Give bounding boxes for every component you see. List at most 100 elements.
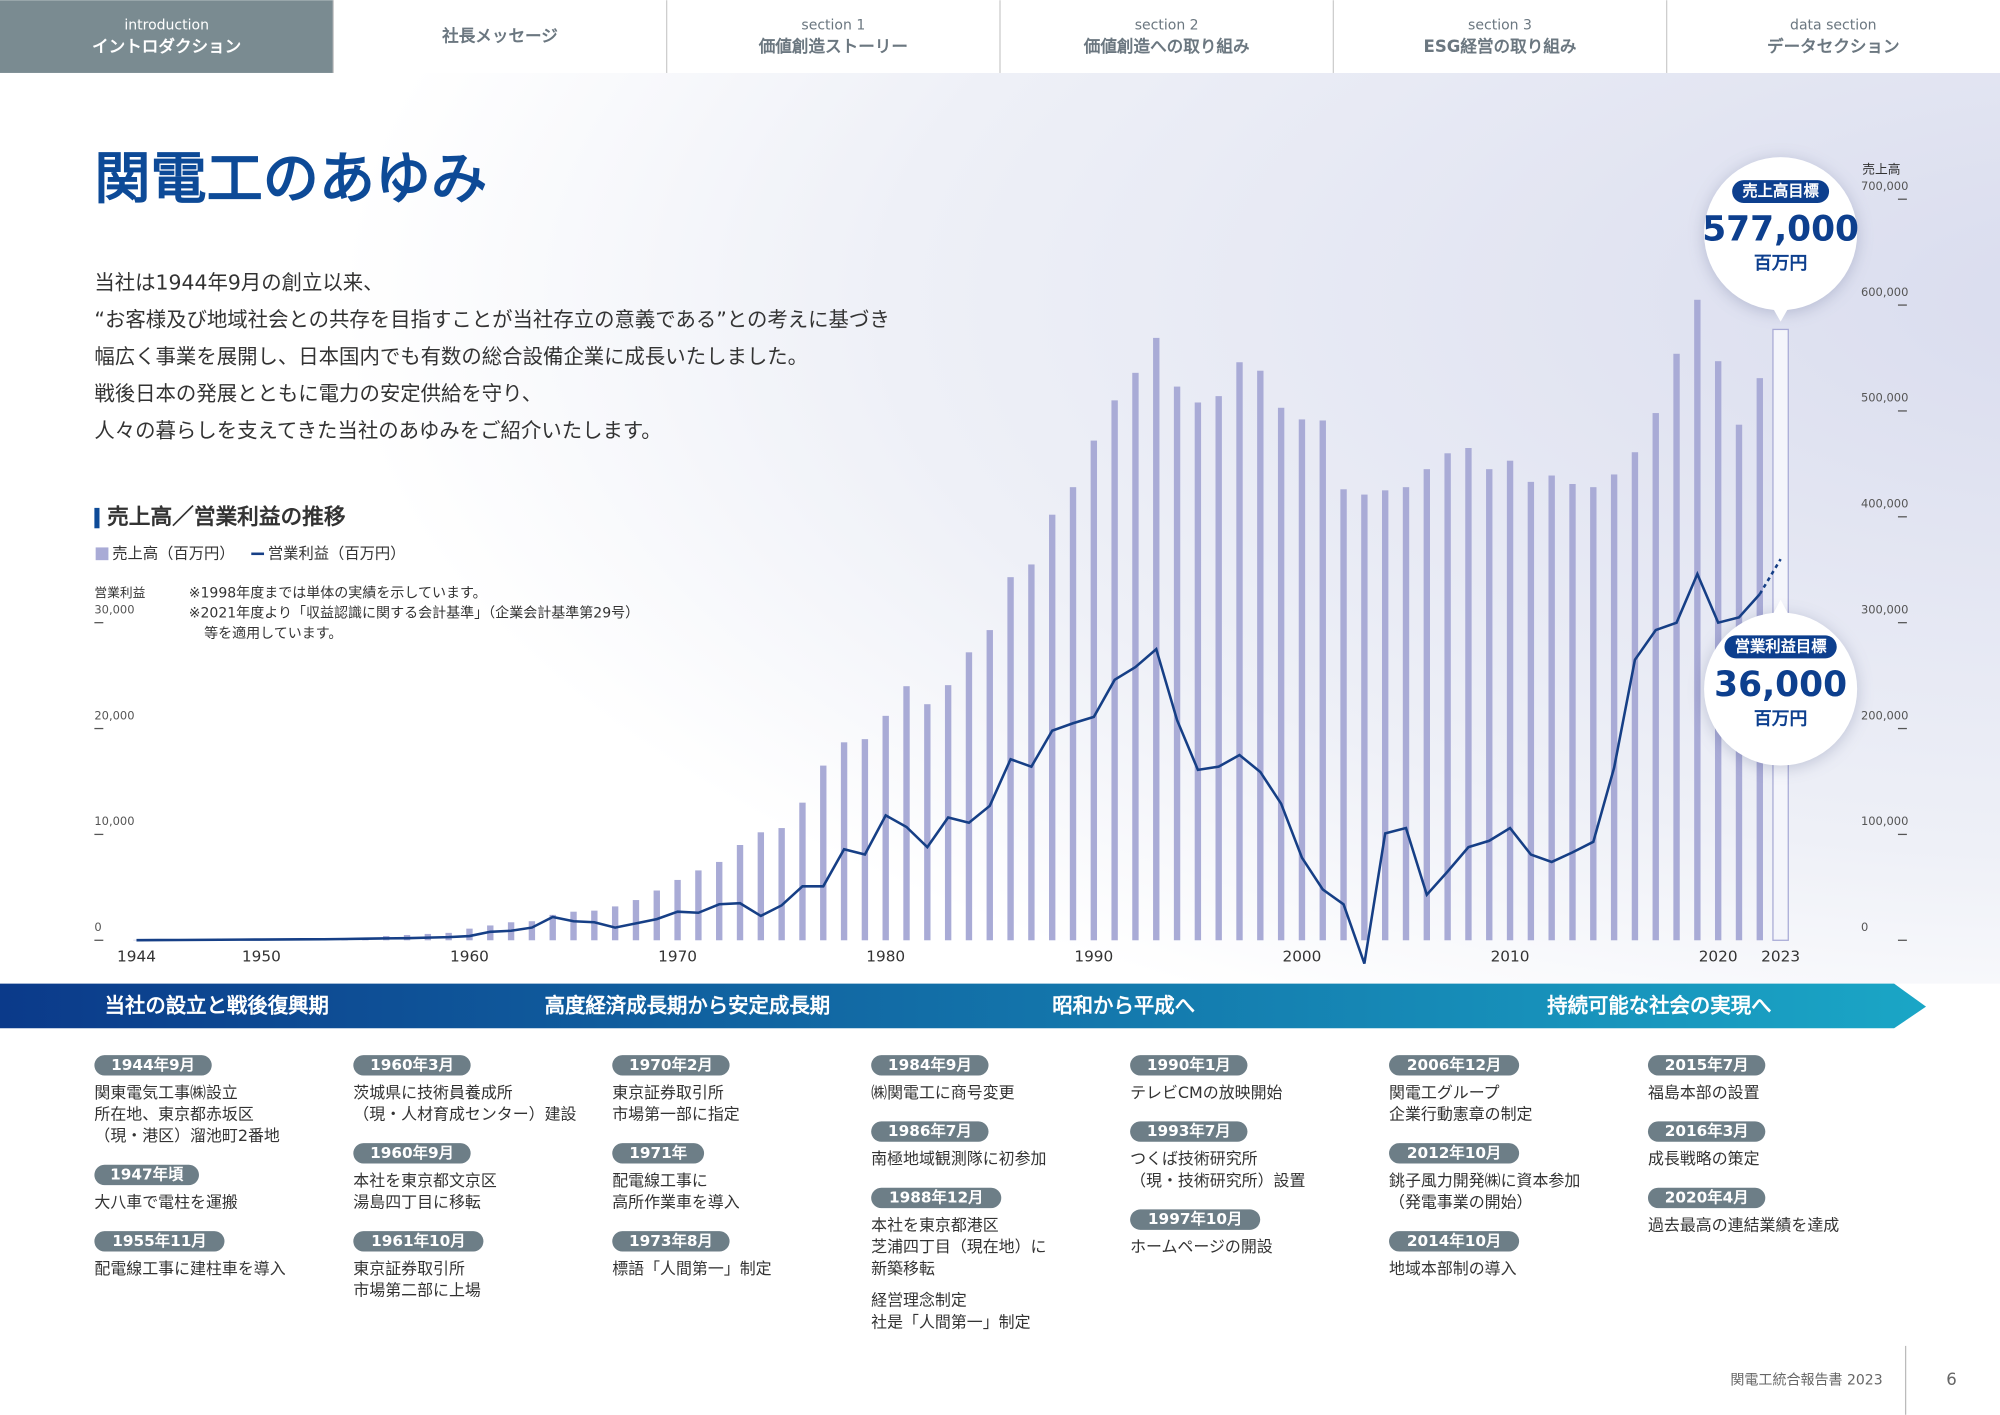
event-date: 1960年3月	[370, 1056, 454, 1074]
era-band	[0, 983, 1927, 1029]
event-date: 1997年10月	[1148, 1210, 1242, 1228]
page-number: 6	[1946, 1370, 1957, 1389]
era-label: 昭和から平成へ	[1052, 994, 1195, 1018]
date-pill	[871, 1121, 989, 1142]
x-tick-label: 1970	[658, 947, 697, 965]
x-tick-label: 1990	[1074, 947, 1113, 965]
nav-tab[interactable]	[1666, 0, 2000, 73]
body-line: 戦後日本の発展とともに電力の安定供給を守り、	[94, 381, 542, 405]
revenue-bar	[1340, 489, 1347, 941]
revenue-bar	[1486, 469, 1493, 941]
event-text: 高所作業車を導入	[612, 1193, 740, 1212]
revenue-bar	[1610, 474, 1618, 941]
event-text: 湯島四丁目に移転	[353, 1193, 481, 1212]
event-note: 経営理念制定	[871, 1291, 967, 1310]
event-text: 東京証券取引所	[612, 1083, 724, 1102]
revenue-bar	[1423, 469, 1431, 941]
date-pill	[871, 1187, 1002, 1209]
body-line: “お客様及び地域社会との共存を目指すことが当社存立の意義である”との考えに基づき	[94, 307, 889, 331]
nav-label: 価値創造への取り組み	[1083, 36, 1250, 56]
event-text: （現・港区）溜池町2番地	[94, 1126, 280, 1145]
page-title: 関電工のあゆみ	[94, 147, 487, 212]
chart-note: ※2021年度より「収益認識に関する会計基準」（企業会計基準第29号）	[189, 605, 639, 622]
chart-note: ※1998年度までは単体の実績を示しています。	[189, 585, 487, 601]
nav-sub: data section	[1790, 18, 1877, 34]
target-label: 営業利益目標	[1735, 637, 1827, 655]
revenue-bar	[1049, 514, 1056, 941]
event-text: テレビCMの放映開始	[1130, 1083, 1282, 1102]
nav-sub: section 3	[1468, 18, 1532, 34]
date-pill	[1130, 1055, 1248, 1076]
revenue-bar	[1361, 494, 1368, 941]
date-pill	[612, 1231, 730, 1252]
date-pill	[1647, 1187, 1766, 1209]
revenue-bar	[695, 870, 702, 941]
nav-tab[interactable]	[1000, 0, 1334, 73]
revenue-bar	[1153, 337, 1160, 941]
event-date: 2015年7月	[1665, 1056, 1749, 1074]
date-pill	[1647, 1121, 1766, 1142]
x-tick-label: 1980	[866, 947, 905, 965]
revenue-bar	[1548, 475, 1555, 941]
y-tick-label: 0	[94, 920, 101, 934]
revenue-bar	[1652, 413, 1659, 941]
x-tick-label: 1944	[117, 947, 156, 965]
event-text: 南極地域観測隊に初参加	[871, 1149, 1046, 1168]
revenue-bar	[1465, 447, 1472, 941]
event-text: 福島本部の設置	[1648, 1083, 1760, 1102]
event-text: （発電事業の開始）	[1389, 1193, 1532, 1212]
revenue-bar	[653, 890, 660, 941]
event-text: つくば技術研究所	[1130, 1149, 1258, 1168]
x-tick-label: 2000	[1282, 947, 1321, 965]
revenue-bar	[1527, 481, 1535, 941]
revenue-bar	[1444, 453, 1451, 941]
event-text: 関電工グループ	[1389, 1083, 1500, 1102]
revenue-bar	[840, 742, 848, 941]
event-text: 過去最高の連結業績を達成	[1648, 1215, 1839, 1234]
revenue-bar	[1111, 400, 1118, 941]
revenue-bar	[903, 686, 910, 941]
event-date: 1955年11月	[112, 1232, 206, 1250]
nav-tab[interactable]	[0, 0, 334, 73]
nav-label: データセクション	[1767, 36, 1900, 56]
revenue-bar	[924, 704, 931, 941]
y-axis-label: 営業利益	[94, 585, 145, 601]
y-tick-label: 100,000	[1861, 814, 1908, 828]
event-text: ㈱関電工に商号変更	[871, 1083, 1015, 1102]
event-date: 2006年12月	[1407, 1056, 1501, 1074]
legend-label: 売上高（百万円）	[112, 544, 234, 562]
revenue-bar	[820, 765, 827, 941]
target-pill	[1732, 180, 1830, 204]
event-text: （現・技術研究所）設置	[1130, 1171, 1305, 1190]
revenue-bar	[986, 630, 993, 941]
event-date: 1960年9月	[370, 1144, 454, 1162]
event-text: 大八車で電柱を運搬	[94, 1193, 238, 1212]
y-tick-label: 400,000	[1861, 497, 1908, 511]
date-pill	[94, 1164, 199, 1186]
target-value: 577,000	[1702, 210, 1859, 250]
revenue-bar	[1277, 407, 1285, 941]
nav-tab[interactable]	[666, 0, 1000, 73]
nav-tab[interactable]	[333, 0, 667, 73]
event-text: 本社を東京都文京区	[353, 1171, 497, 1190]
event-text: 芝浦四丁目（現在地）に	[871, 1237, 1046, 1256]
event-text: 配電線工事に建柱車を導入	[94, 1259, 285, 1278]
event-note: 社是「人間第一」制定	[871, 1312, 1030, 1331]
target-unit: 百万円	[1754, 253, 1808, 274]
revenue-bar	[1631, 452, 1639, 941]
revenue-bar	[1028, 564, 1035, 941]
event-date: 1993年7月	[1147, 1122, 1231, 1140]
y-tick-label: 200,000	[1861, 708, 1908, 722]
event-date: 2012年10月	[1407, 1144, 1501, 1162]
revenue-bar	[757, 832, 765, 941]
event-text: 本社を東京都港区	[871, 1215, 999, 1234]
y-tick-label: 700,000	[1861, 179, 1908, 193]
revenue-bar	[799, 802, 806, 941]
revenue-bar	[570, 911, 577, 941]
nav-label: 価値創造ストーリー	[758, 36, 908, 56]
nav-tab[interactable]	[1333, 0, 1667, 73]
revenue-bar	[778, 828, 785, 941]
revenue-bar	[1402, 487, 1410, 941]
revenue-bar	[528, 921, 536, 941]
